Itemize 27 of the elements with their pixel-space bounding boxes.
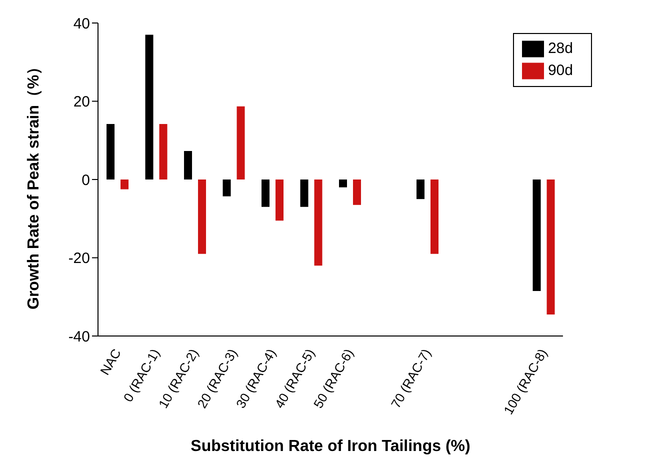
y-tick-label: 40 bbox=[73, 15, 90, 32]
bar bbox=[222, 180, 231, 196]
bar bbox=[120, 180, 129, 190]
bar bbox=[339, 180, 348, 188]
bar bbox=[159, 124, 168, 180]
legend-label: 90d bbox=[548, 62, 573, 79]
x-axis-title: Substitution Rate of Iron Tailings (%) bbox=[190, 438, 470, 455]
bar bbox=[532, 180, 541, 292]
bar bbox=[546, 180, 555, 314]
bar bbox=[430, 180, 439, 254]
bar bbox=[276, 180, 284, 221]
bar bbox=[198, 180, 206, 254]
y-tick-label: -40 bbox=[68, 328, 90, 346]
y-tick-label: 20 bbox=[73, 94, 90, 111]
y-axis-title: Growth Rate of Peak strain（%） bbox=[26, 58, 43, 310]
bar bbox=[262, 180, 270, 207]
bar bbox=[353, 180, 362, 205]
bar bbox=[314, 180, 322, 266]
bar bbox=[236, 106, 245, 180]
y-tick-label: 0 bbox=[82, 172, 90, 189]
bar bbox=[184, 150, 192, 180]
bar bbox=[300, 180, 308, 207]
legend-label: 28d bbox=[548, 40, 573, 57]
y-tick-label: -20 bbox=[68, 250, 90, 268]
bar bbox=[145, 34, 154, 180]
bar bbox=[106, 124, 115, 180]
bar bbox=[416, 180, 425, 200]
